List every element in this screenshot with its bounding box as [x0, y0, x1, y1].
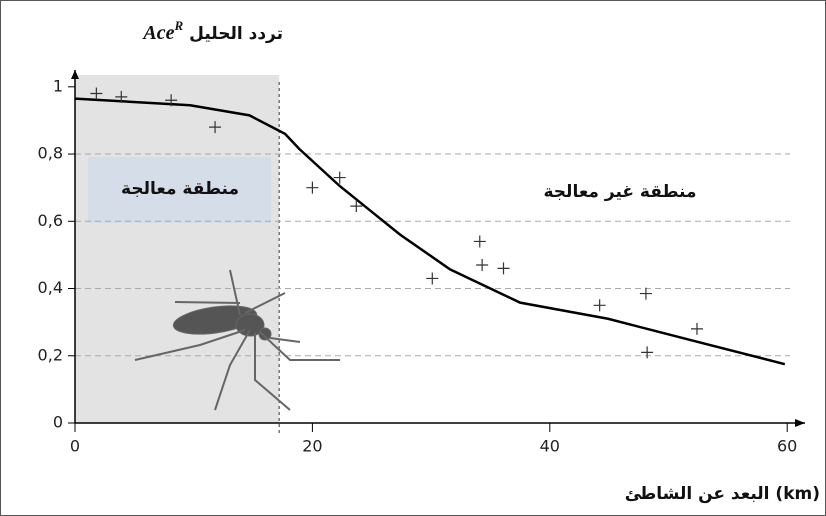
y-tick-label: 0,4 — [38, 278, 63, 297]
chart: 0 0,2 0,4 0,6 0,8 1 0 20 40 60 AceR تردد الحليل البع… — [0, 0, 826, 516]
y-tick-label: 0,6 — [38, 211, 63, 230]
untreated-label: منطقة غير معالجة — [544, 182, 697, 202]
x-tick-label: 40 — [540, 437, 560, 456]
treated-zone — [75, 75, 279, 423]
x-tick-label: 0 — [70, 437, 80, 456]
y-title-text: تردد الحليل — [189, 24, 283, 44]
y-tick-label: 0,2 — [38, 345, 63, 364]
treated-label: منطقة معالجة — [121, 179, 239, 199]
x-tick-label: 20 — [302, 437, 322, 456]
y-tick-label: 1 — [53, 76, 63, 95]
y-title-symbol: Ace — [141, 22, 174, 44]
x-tick-label: 60 — [777, 437, 797, 456]
y-tick-label: 0 — [53, 413, 63, 432]
page: 0 0,2 0,4 0,6 0,8 1 0 20 40 60 AceR تردد الحليل البع… — [0, 0, 826, 516]
y-tick-label: 0,8 — [38, 144, 63, 163]
x-axis-title: البعد عن الشاطئ (km) — [625, 484, 820, 504]
y-title-sup: R — [173, 18, 183, 33]
